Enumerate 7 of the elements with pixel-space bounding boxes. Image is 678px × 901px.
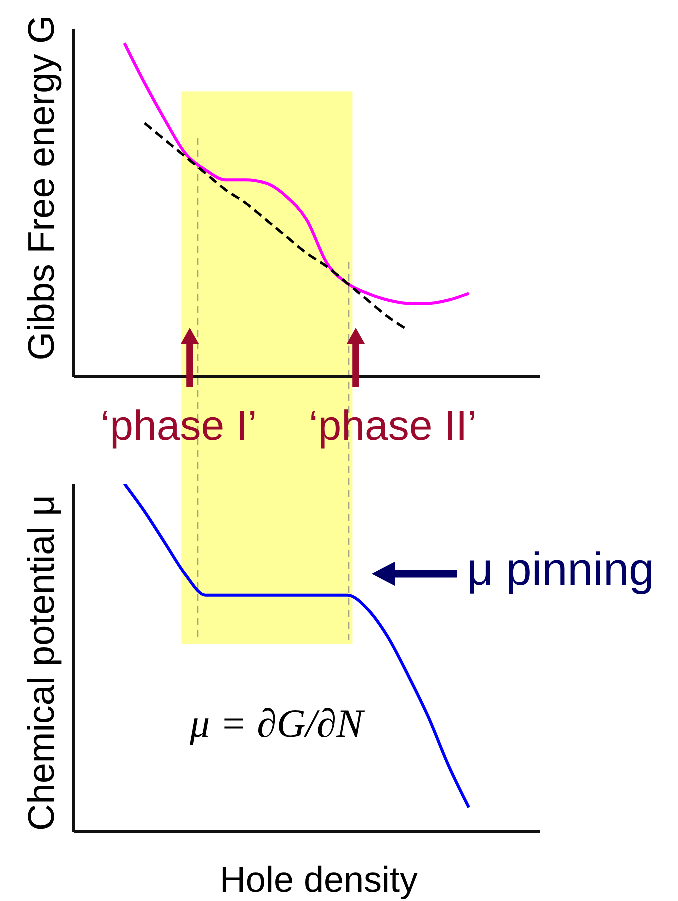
y-axis-title: Gibbs Free energy G xyxy=(20,15,62,361)
text: ‘phase I’ xyxy=(100,402,258,449)
annotation: μ = ∂G/∂N xyxy=(189,701,366,746)
y-axis-title: Chemical potential μ xyxy=(20,495,62,831)
annotation: μ pinning xyxy=(467,543,655,595)
text: ‘phase II’ xyxy=(308,402,478,449)
x-axis-title: Hole density xyxy=(220,859,418,900)
